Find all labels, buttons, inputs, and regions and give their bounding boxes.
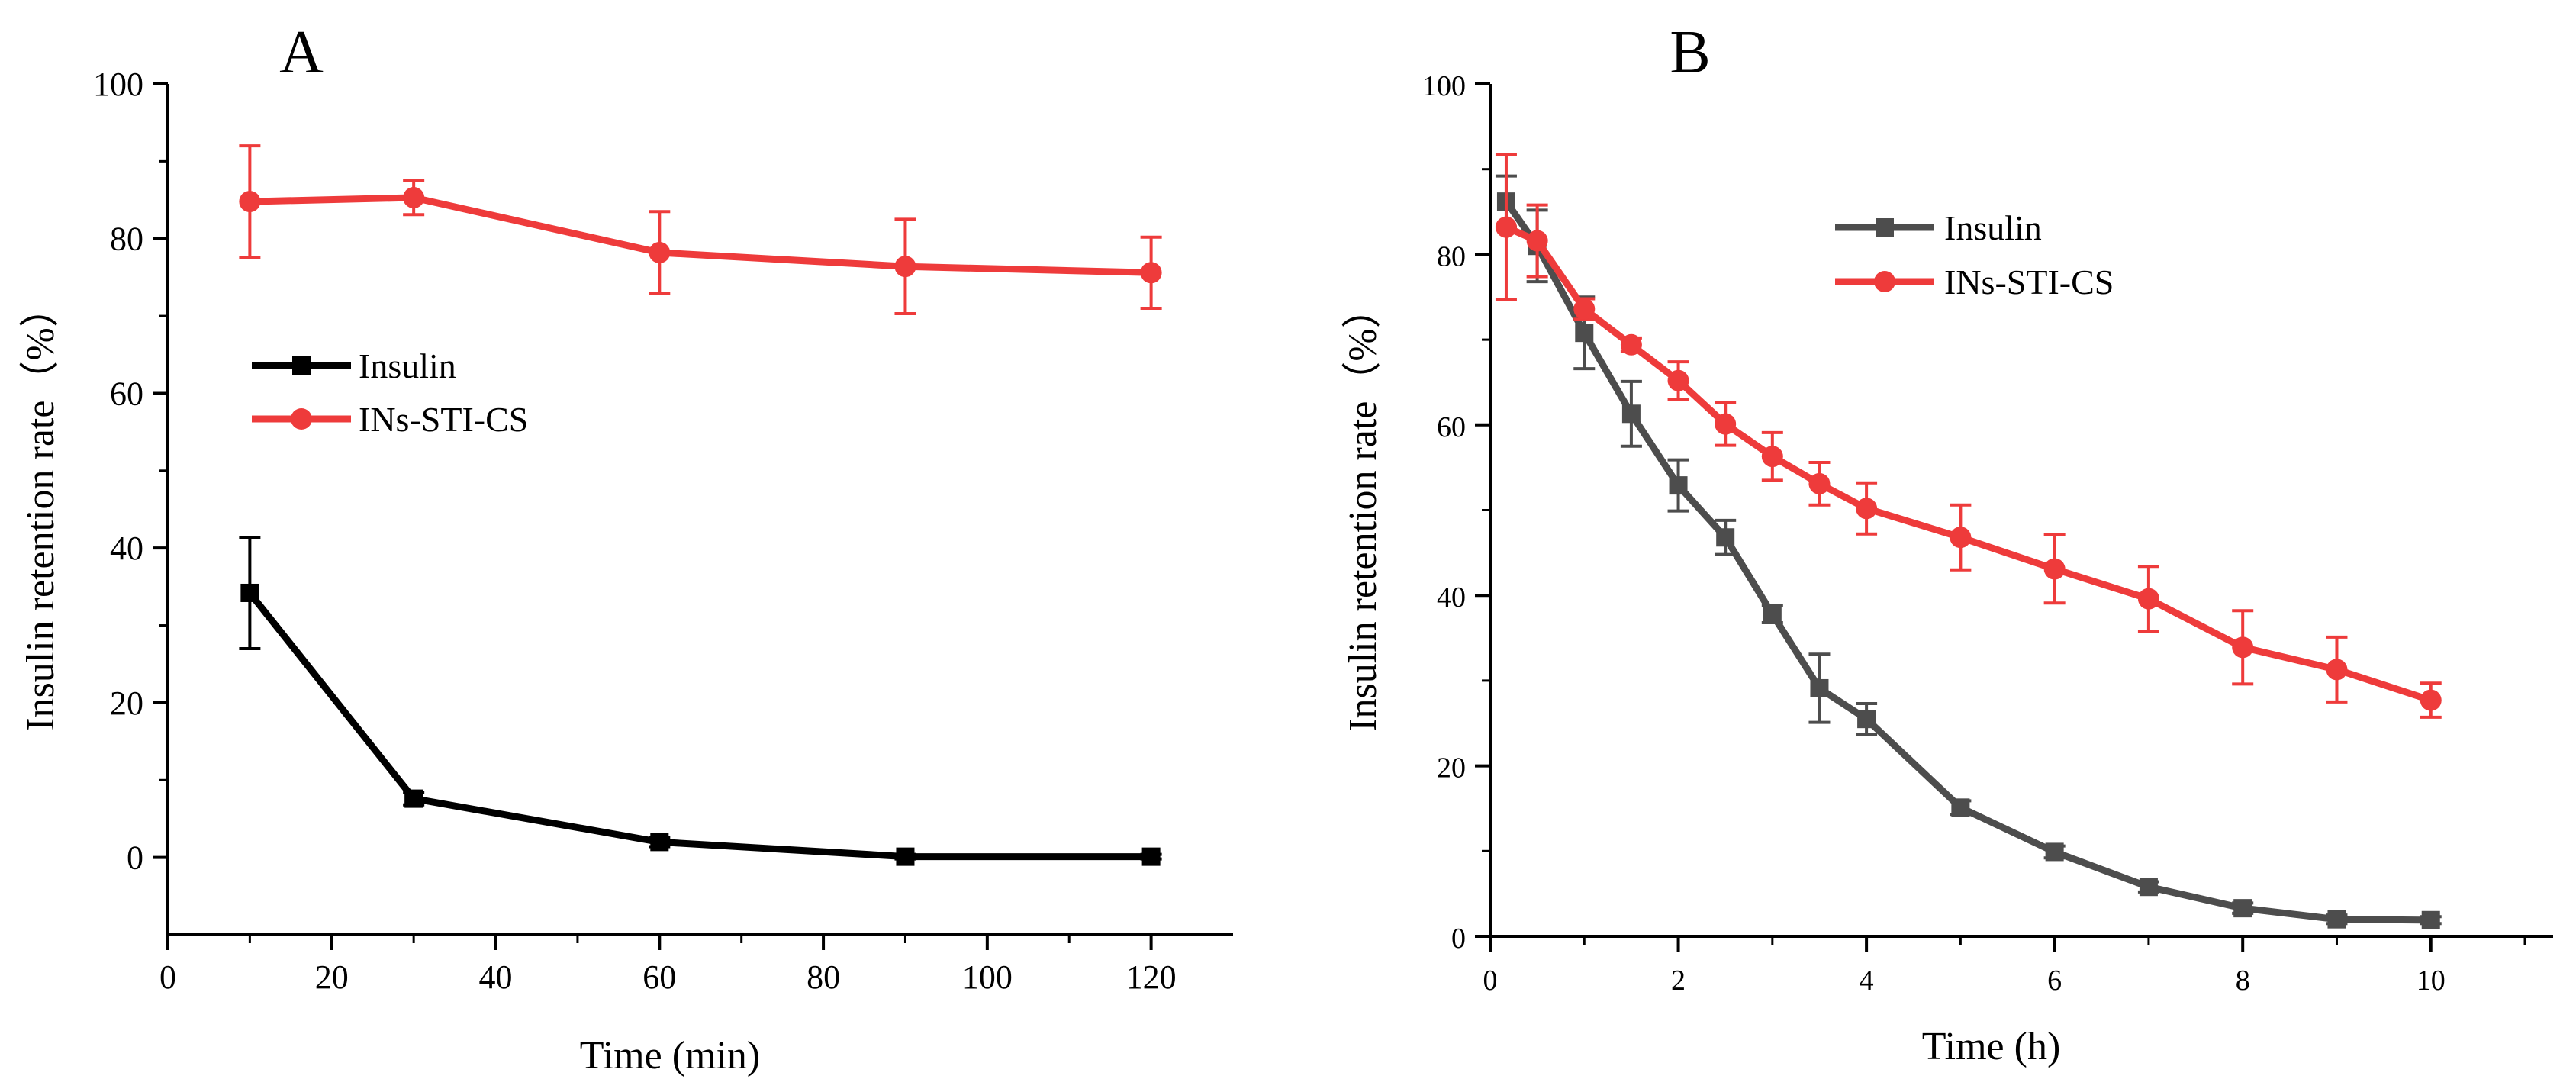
y-tick-label: 80 bbox=[1437, 240, 1466, 272]
legend-marker bbox=[1874, 271, 1895, 292]
legend-label: Insulin bbox=[1944, 208, 2042, 247]
y-tick-label: 60 bbox=[110, 375, 143, 412]
series-line bbox=[250, 194, 1151, 276]
legend-marker bbox=[291, 408, 312, 430]
series-ins-sti-cs bbox=[239, 144, 1162, 316]
data-point bbox=[1856, 498, 1878, 520]
x-tick-label: 0 bbox=[159, 958, 176, 996]
x-tick-label: 80 bbox=[807, 958, 840, 996]
data-point bbox=[1808, 472, 1831, 494]
legend-entry: Insulin bbox=[252, 346, 456, 385]
data-point bbox=[1810, 678, 1829, 697]
y-tick-label: 100 bbox=[1422, 70, 1466, 102]
legend-marker bbox=[1876, 218, 1894, 237]
x-tick-label: 10 bbox=[2417, 965, 2446, 997]
data-point bbox=[1526, 230, 1548, 252]
data-point bbox=[1140, 262, 1162, 284]
data-point bbox=[2420, 689, 2442, 711]
data-point bbox=[649, 241, 671, 263]
data-point bbox=[1715, 413, 1737, 435]
data-point bbox=[894, 256, 916, 278]
data-point bbox=[1495, 216, 1517, 238]
data-point bbox=[1621, 404, 1641, 424]
data-point bbox=[403, 187, 425, 209]
legend-label: INs-STI-CS bbox=[359, 400, 528, 439]
data-point bbox=[1141, 847, 1161, 866]
legend-entry: INs-STI-CS bbox=[1835, 263, 2114, 301]
x-tick-label: 40 bbox=[479, 958, 513, 996]
x-tick-label: 6 bbox=[2047, 965, 2062, 997]
panel-label: B bbox=[1670, 19, 1710, 86]
x-axis-title: Time (min) bbox=[580, 1034, 760, 1078]
y-tick-label: 0 bbox=[1451, 923, 1466, 955]
panel-a-insulin-vs-minutes: 0 20 40 60 80 100 120 0 20 40 60 80 100 A Time (min) In… bbox=[19, 19, 1233, 1078]
data-point bbox=[1620, 333, 1642, 356]
data-point bbox=[1667, 369, 1689, 391]
series-ins-sti-cs bbox=[1495, 153, 2442, 719]
x-tick-label: 0 bbox=[1483, 965, 1498, 997]
data-point bbox=[1763, 604, 1782, 623]
x-tick-label: 120 bbox=[1126, 958, 1177, 996]
data-point bbox=[2327, 910, 2346, 929]
y-tick-label: 60 bbox=[1437, 411, 1466, 443]
x-tick-label: 60 bbox=[642, 958, 676, 996]
series-insulin bbox=[239, 535, 1162, 866]
series-line bbox=[246, 591, 1151, 861]
data-point bbox=[2232, 636, 2254, 659]
y-tick-label: 0 bbox=[127, 839, 143, 877]
data-point bbox=[1951, 798, 1970, 817]
data-point bbox=[2233, 899, 2252, 918]
data-point bbox=[1573, 298, 1596, 320]
data-point bbox=[2045, 842, 2064, 862]
panel-label: A bbox=[279, 19, 324, 86]
y-tick-label: 100 bbox=[93, 66, 143, 103]
data-point bbox=[1857, 710, 1876, 729]
data-point bbox=[896, 847, 915, 866]
x-tick-label: 20 bbox=[315, 958, 349, 996]
data-point bbox=[1950, 527, 1972, 549]
data-point bbox=[1761, 446, 1783, 468]
data-point bbox=[240, 583, 259, 602]
y-tick-label: 80 bbox=[110, 221, 143, 258]
y-axis-title: Insulin retention rate（%） bbox=[19, 288, 63, 731]
x-tick-label: 100 bbox=[962, 958, 1013, 996]
legend-label: Insulin bbox=[359, 346, 456, 385]
x-axis-title: Time (h) bbox=[1922, 1025, 2061, 1068]
y-tick-label: 20 bbox=[110, 685, 143, 722]
data-point bbox=[1669, 476, 1688, 495]
legend-entry: Insulin bbox=[1835, 208, 2042, 247]
legend-entry: INs-STI-CS bbox=[252, 400, 528, 439]
data-point bbox=[2043, 558, 2066, 580]
data-point bbox=[650, 833, 669, 852]
data-point bbox=[1716, 528, 1735, 547]
data-point bbox=[2139, 878, 2158, 897]
y-tick-label: 40 bbox=[1437, 581, 1466, 614]
y-tick-label: 40 bbox=[110, 530, 143, 567]
y-tick-label: 20 bbox=[1437, 752, 1466, 784]
data-point bbox=[239, 191, 261, 213]
x-tick-label: 4 bbox=[1860, 965, 1874, 997]
data-point bbox=[1575, 324, 1594, 343]
x-tick-label: 2 bbox=[1671, 965, 1686, 997]
data-point bbox=[2421, 910, 2440, 929]
data-point bbox=[2326, 659, 2348, 681]
legend-marker bbox=[292, 356, 311, 375]
x-tick-label: 8 bbox=[2236, 965, 2250, 997]
legend-label: INs-STI-CS bbox=[1944, 263, 2114, 301]
data-point bbox=[2137, 588, 2159, 610]
data-point bbox=[404, 789, 423, 808]
y-axis-title: Insulin retention rate（%） bbox=[1341, 288, 1385, 732]
